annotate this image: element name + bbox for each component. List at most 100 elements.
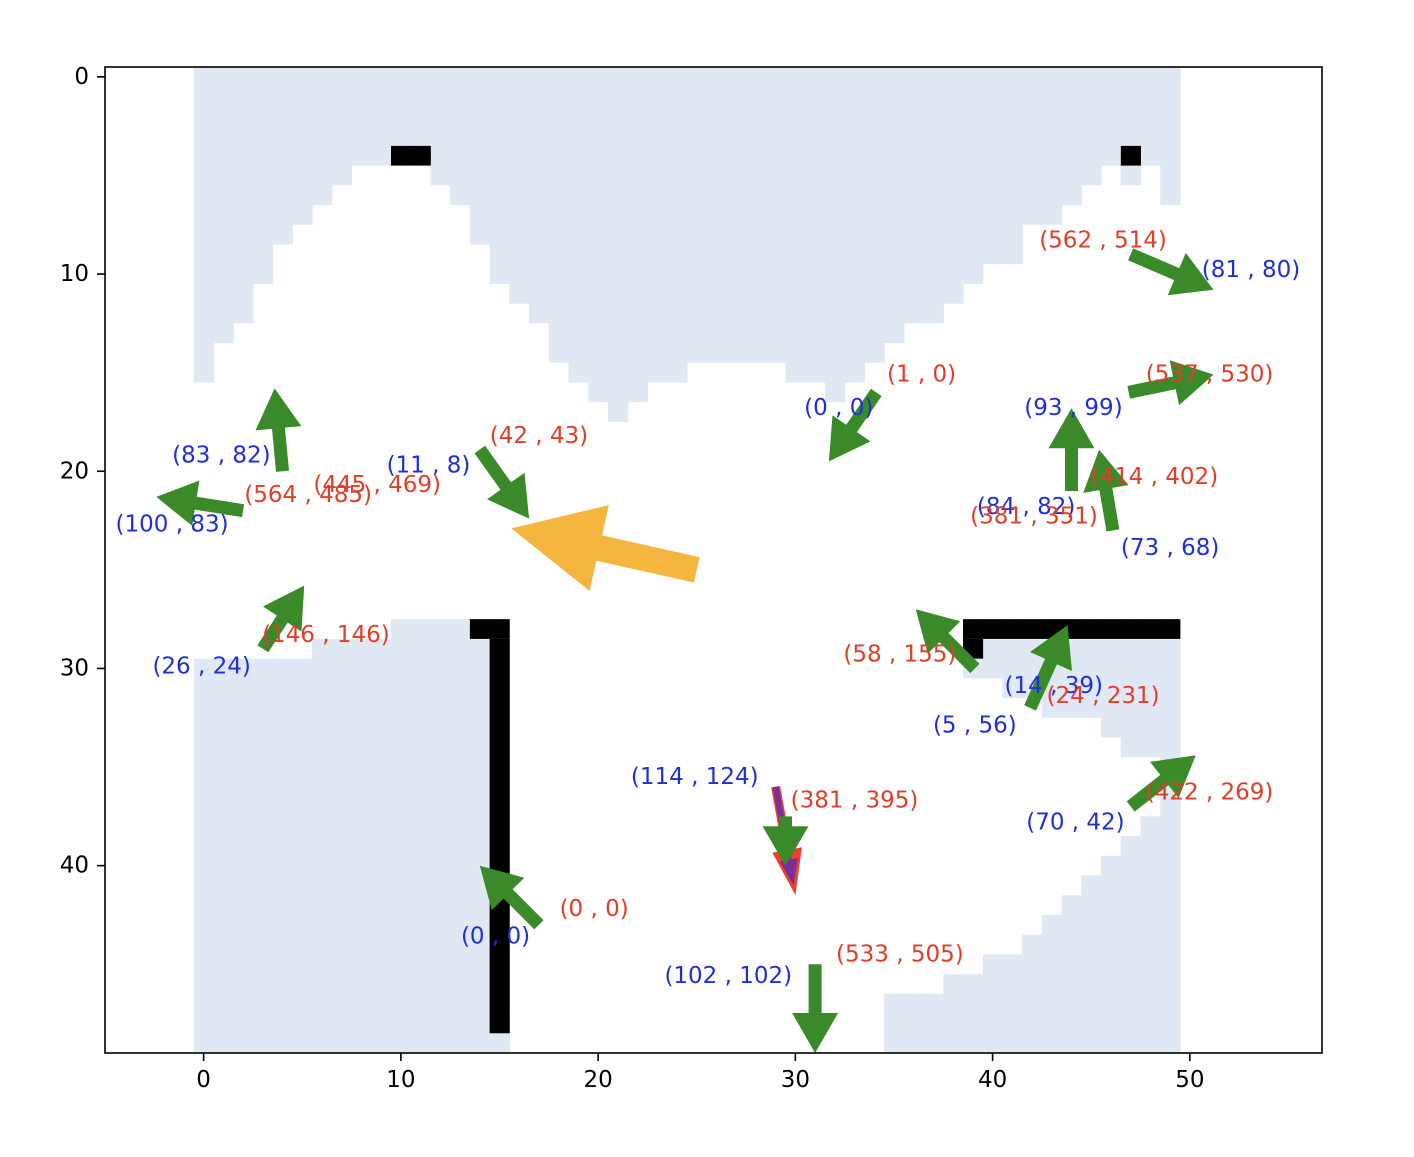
free-space-cell — [982, 954, 1004, 1053]
free-space-cell — [1140, 816, 1161, 1053]
free-space-cell — [785, 67, 806, 383]
green-arrow — [1083, 449, 1129, 532]
orange-arrow — [511, 505, 700, 591]
coordinate-label: (81 , 80) — [1202, 257, 1300, 283]
free-space-cell — [923, 67, 944, 324]
free-space-cell — [1041, 914, 1063, 1053]
green-arrow — [1048, 408, 1095, 491]
vector-arrows — [156, 248, 1214, 1053]
free-space-cell — [746, 67, 767, 363]
free-space-cell — [884, 993, 905, 1053]
free-space-cell — [1160, 638, 1181, 758]
coordinate-label: (562 , 514) — [1039, 228, 1167, 254]
y-tick-label: 10 — [60, 261, 89, 287]
y-tick-label: 20 — [60, 458, 89, 484]
green-arrow — [1127, 360, 1214, 406]
wall-cell — [1101, 619, 1122, 639]
free-space-cell — [292, 658, 313, 1053]
free-space-cell — [982, 638, 1004, 679]
coordinate-label: (24 , 231) — [1047, 683, 1160, 709]
free-space-cell — [331, 638, 353, 1053]
x-tick-label: 20 — [583, 1067, 612, 1093]
free-space-cell — [588, 67, 609, 403]
free-space-cell — [213, 658, 234, 1053]
free-space-cell — [1002, 67, 1023, 265]
free-space-cell — [193, 658, 215, 1053]
wall-cell — [1160, 619, 1181, 639]
coordinate-label: (381 , 351) — [970, 504, 1098, 530]
free-space-cell — [1022, 934, 1043, 1053]
y-tick-label: 40 — [60, 853, 89, 879]
coordinate-label: (537 , 530) — [1146, 362, 1274, 388]
coordinate-label: (1 , 0) — [887, 362, 956, 388]
green-arrow — [828, 388, 882, 462]
free-space-cell — [391, 67, 412, 166]
free-space-cell — [292, 67, 313, 225]
free-space-cell — [233, 67, 254, 324]
green-arrow — [1024, 625, 1072, 711]
free-space-cell — [627, 67, 649, 403]
free-space-cell — [371, 67, 392, 166]
free-space-cell — [252, 658, 274, 1053]
x-tick-label: 40 — [978, 1067, 1007, 1093]
free-space-cell — [1022, 67, 1043, 225]
free-space-cell — [391, 619, 412, 1053]
coordinate-labels: (83 , 82) (100 , 83) (564 , 485)(445 , 469… — [116, 228, 1301, 990]
free-space-cell — [351, 67, 372, 166]
coordinate-label: (533 , 505) — [836, 941, 964, 967]
coordinate-label: (83 , 82) — [172, 442, 270, 468]
coordinate-label: (0 , 0) — [804, 395, 873, 421]
free-space-cell — [667, 67, 688, 383]
free-space-cell — [252, 67, 274, 284]
coordinate-label: (100 , 83) — [116, 512, 229, 538]
free-space-cell — [371, 638, 392, 1053]
x-tick-label: 0 — [196, 1067, 211, 1093]
coordinate-label: (26 , 24) — [152, 653, 250, 679]
coordinate-label: (93 , 99) — [1024, 395, 1122, 421]
free-space-cell — [686, 67, 708, 363]
coordinate-label: (414 , 402) — [1090, 464, 1218, 490]
free-space-cell — [1160, 67, 1181, 206]
y-tick-label: 0 — [74, 64, 89, 90]
free-space-cell — [469, 67, 491, 245]
wall-cell — [982, 619, 1003, 639]
x-tick-label: 50 — [1175, 1067, 1204, 1093]
coordinate-label: (70 , 42) — [1026, 809, 1124, 835]
wall-cell — [1120, 145, 1141, 166]
coordinate-label: (422 , 269) — [1146, 780, 1274, 806]
wall-cell — [1140, 619, 1161, 639]
free-space-cell — [430, 619, 451, 1053]
free-space-cell — [1002, 954, 1023, 1053]
free-space-cell — [331, 67, 353, 186]
coordinate-label: (445 , 469) — [313, 472, 441, 498]
coordinate-label: (0 , 0) — [560, 896, 629, 922]
wall-cell — [410, 145, 431, 166]
free-space-cell — [963, 974, 984, 1053]
free-space-cell — [509, 67, 530, 304]
free-space-cell — [568, 67, 589, 383]
green-arrow — [1128, 248, 1214, 296]
free-space-cell — [943, 67, 964, 304]
coordinate-label: (564 , 485) — [244, 482, 372, 508]
coordinate-label: (73 , 68) — [1121, 535, 1219, 561]
green-arrow — [1126, 755, 1196, 812]
free-space-cell — [884, 67, 905, 344]
free-space-cell — [233, 658, 254, 1053]
wall-cell — [963, 619, 984, 639]
free-space-cell — [410, 619, 432, 1053]
free-space-cell — [864, 67, 885, 363]
free-space-cell — [312, 67, 333, 206]
free-space-cell — [647, 67, 668, 383]
free-space-cell — [765, 67, 787, 363]
free-space-cell — [844, 67, 865, 383]
free-space-cell — [1160, 757, 1181, 1053]
green-arrow — [156, 480, 245, 526]
wall-cell — [1002, 619, 1023, 639]
coordinate-label: (42 , 43) — [490, 423, 588, 449]
free-space-cell — [272, 658, 293, 1053]
free-space-cell — [529, 67, 550, 324]
free-space-cell — [726, 67, 747, 363]
free-space-cell — [213, 67, 234, 344]
free-space-cell — [450, 619, 471, 1053]
